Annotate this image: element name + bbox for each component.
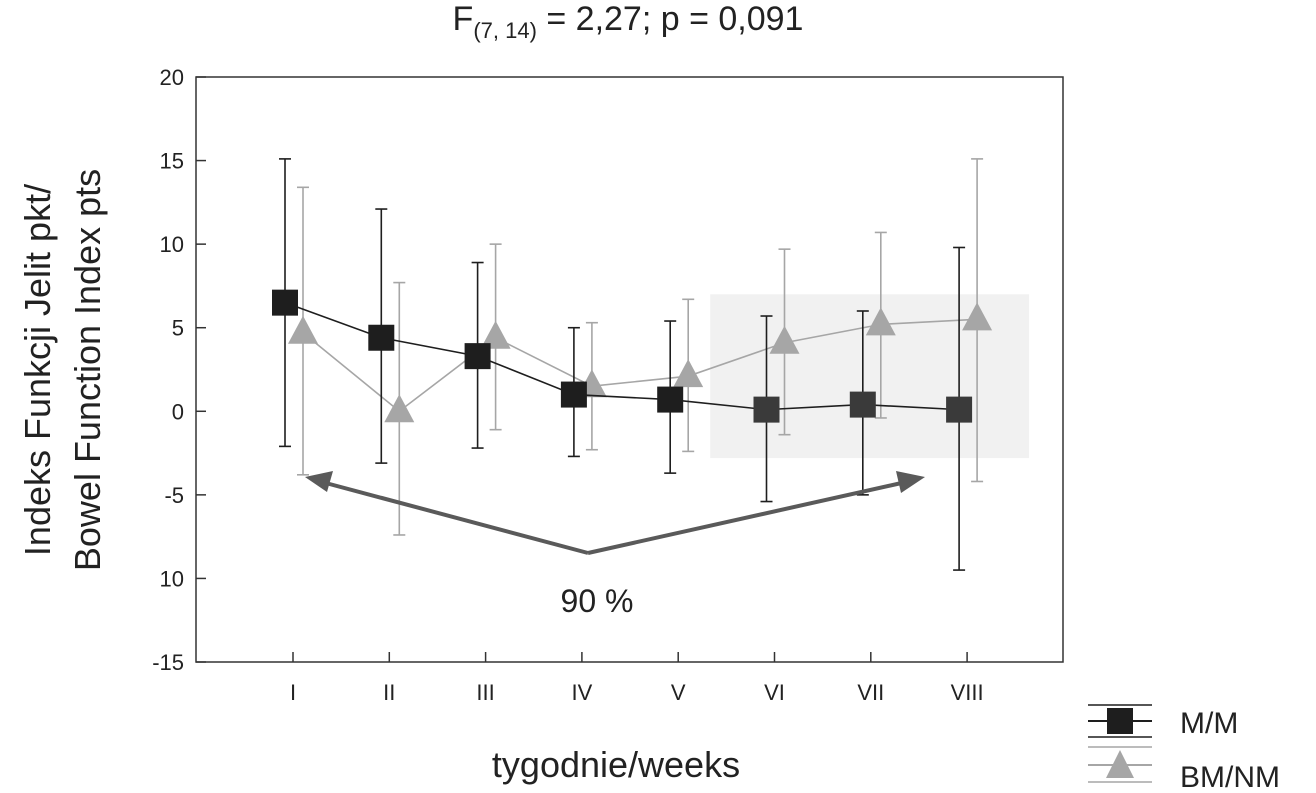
x-axis-title: tygodnie/weeks <box>492 744 740 785</box>
annotation-arrows <box>305 471 925 555</box>
y-tick-label: 5 <box>172 316 184 341</box>
x-tick-label: VI <box>764 680 785 705</box>
arrow-left-head <box>305 471 333 492</box>
y-axis-title-line1: Indeks Funkcji Jelit pkt/ <box>17 184 58 556</box>
data-point <box>946 396 973 423</box>
data-point <box>769 325 800 354</box>
y-tick-label: 0 <box>172 399 184 424</box>
data-point <box>849 391 876 418</box>
legend-label-mm: M/M <box>1180 707 1238 740</box>
data-point <box>480 320 511 349</box>
data-point <box>962 302 993 331</box>
x-tick-label: III <box>476 680 494 705</box>
series-bmnm <box>288 158 993 536</box>
arrow-right-shaft <box>587 480 907 555</box>
series-line <box>284 301 960 411</box>
x-tick-label: VII <box>857 680 884 705</box>
data-point <box>753 396 780 423</box>
data-point <box>384 394 415 423</box>
data-point <box>657 386 684 413</box>
x-tick-label: IV <box>572 680 593 705</box>
x-tick-label: I <box>290 680 296 705</box>
x-tick-label: V <box>671 680 686 705</box>
y-tick-label: 15 <box>160 149 184 174</box>
legend-square-marker <box>1107 708 1133 734</box>
x-tick-label: II <box>383 680 395 705</box>
data-point <box>368 324 395 351</box>
legend: M/M BM/NM <box>1088 704 1280 793</box>
data-point <box>272 289 298 316</box>
legend-item-bmnm: BM/NM <box>1088 746 1280 793</box>
series-layer <box>272 158 993 571</box>
arrow-left-shaft <box>321 480 589 555</box>
y-tick-label: 10 <box>160 566 184 591</box>
data-point <box>865 307 896 336</box>
y-axis-title-line2: Bowel Function Index pts <box>67 169 108 571</box>
data-point <box>288 315 318 344</box>
x-axis: I II III IV V VI VII VIII <box>290 652 984 705</box>
series-line <box>302 318 978 413</box>
arrow-right-head <box>896 471 925 493</box>
x-tick-label: VIII <box>951 680 984 705</box>
annotation-label: 90 % <box>561 583 634 619</box>
legend-label-bmnm: BM/NM <box>1180 761 1280 793</box>
plot-frame <box>195 76 1064 663</box>
legend-item-mm: M/M <box>1088 704 1238 740</box>
series-mm <box>272 158 973 571</box>
data-point <box>673 359 704 388</box>
y-axis: 20 15 10 5 0 -5 10 -15 <box>152 65 206 675</box>
y-tick-label: 20 <box>160 65 184 90</box>
y-tick-label: -5 <box>164 483 184 508</box>
legend-triangle-marker <box>1106 750 1134 778</box>
y-tick-label: -15 <box>152 650 184 675</box>
data-point <box>464 343 491 370</box>
y-tick-label: 10 <box>160 232 184 257</box>
data-point <box>560 381 587 408</box>
chart-title: F(7, 14) = 2,27; p = 0,091 <box>453 0 804 43</box>
